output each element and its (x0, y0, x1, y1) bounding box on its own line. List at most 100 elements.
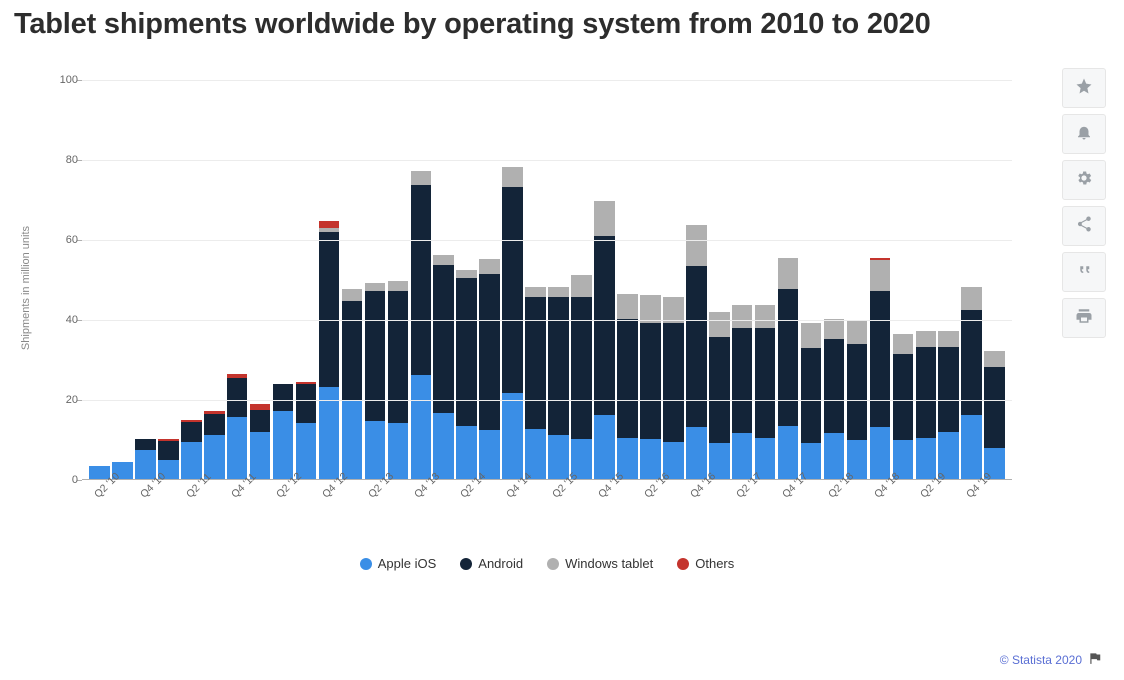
bar-column[interactable] (433, 255, 454, 479)
legend-item-apple-ios[interactable]: Apple iOS (360, 556, 437, 571)
bar-segment-android[interactable] (388, 291, 409, 423)
bar-column[interactable] (502, 167, 523, 479)
bar-segment-android[interactable] (365, 291, 386, 421)
bar-segment-windows-tablet[interactable] (617, 294, 638, 318)
bar-column[interactable] (640, 295, 661, 479)
bar-column[interactable] (571, 275, 592, 479)
bar-segment-android[interactable] (342, 301, 363, 401)
bar-column[interactable] (893, 334, 914, 479)
bar-segment-apple-ios[interactable] (456, 426, 477, 479)
bar-column[interactable] (984, 351, 1005, 479)
bar-segment-windows-tablet[interactable] (824, 319, 845, 339)
bar-column[interactable] (870, 258, 891, 479)
bar-segment-android[interactable] (525, 297, 546, 429)
bar-segment-android[interactable] (870, 291, 891, 427)
bar-segment-windows-tablet[interactable] (870, 260, 891, 291)
bar-segment-android[interactable] (640, 323, 661, 439)
bar-segment-android[interactable] (893, 354, 914, 440)
bar-column[interactable] (296, 382, 317, 479)
bar-segment-windows-tablet[interactable] (686, 225, 707, 266)
bar-segment-apple-ios[interactable] (548, 435, 569, 479)
bar-segment-apple-ios[interactable] (319, 387, 340, 479)
bar-segment-apple-ios[interactable] (250, 432, 271, 479)
bar-segment-apple-ios[interactable] (273, 411, 294, 479)
bar-segment-apple-ios[interactable] (916, 438, 937, 479)
legend-item-windows-tablet[interactable]: Windows tablet (547, 556, 653, 571)
bar-column[interactable] (135, 439, 156, 479)
bar-column[interactable] (319, 221, 340, 479)
bar-segment-apple-ios[interactable] (778, 426, 799, 479)
bar-segment-android[interactable] (686, 266, 707, 427)
legend-item-android[interactable]: Android (460, 556, 523, 571)
bar-segment-windows-tablet[interactable] (847, 321, 868, 344)
bar-column[interactable] (181, 420, 202, 479)
bar-column[interactable] (456, 270, 477, 479)
bar-segment-apple-ios[interactable] (388, 423, 409, 479)
bar-column[interactable] (525, 287, 546, 479)
bar-segment-windows-tablet[interactable] (388, 281, 409, 291)
bar-column[interactable] (204, 411, 225, 479)
bar-segment-windows-tablet[interactable] (709, 312, 730, 337)
bar-segment-windows-tablet[interactable] (732, 305, 753, 327)
bar-column[interactable] (686, 225, 707, 479)
bar-segment-android[interactable] (502, 187, 523, 393)
bar-segment-apple-ios[interactable] (824, 433, 845, 479)
bar-segment-windows-tablet[interactable] (938, 331, 959, 347)
bar-segment-apple-ios[interactable] (686, 427, 707, 479)
bar-segment-windows-tablet[interactable] (893, 334, 914, 354)
bar-segment-windows-tablet[interactable] (755, 305, 776, 327)
bar-segment-windows-tablet[interactable] (916, 331, 937, 347)
bar-column[interactable] (365, 283, 386, 479)
bar-column[interactable] (388, 281, 409, 479)
bar-column[interactable] (938, 331, 959, 479)
legend-item-others[interactable]: Others (677, 556, 734, 571)
cite-button[interactable] (1062, 252, 1106, 292)
bar-segment-android[interactable] (411, 185, 432, 375)
bar-segment-android[interactable] (778, 289, 799, 426)
bar-segment-android[interactable] (709, 337, 730, 444)
bar-column[interactable] (479, 259, 500, 479)
bar-segment-apple-ios[interactable] (296, 423, 317, 479)
bar-segment-android[interactable] (548, 297, 569, 436)
bar-segment-windows-tablet[interactable] (502, 167, 523, 187)
bar-segment-windows-tablet[interactable] (548, 287, 569, 297)
bar-segment-apple-ios[interactable] (411, 375, 432, 479)
bar-segment-android[interactable] (456, 278, 477, 426)
bar-segment-android[interactable] (158, 441, 179, 460)
bar-segment-apple-ios[interactable] (732, 433, 753, 479)
bar-segment-android[interactable] (479, 274, 500, 430)
bar-segment-android[interactable] (938, 347, 959, 432)
bar-column[interactable] (732, 305, 753, 479)
bar-segment-android[interactable] (732, 328, 753, 434)
bar-segment-android[interactable] (319, 232, 340, 388)
bar-segment-apple-ios[interactable] (135, 450, 156, 479)
bar-segment-windows-tablet[interactable] (456, 270, 477, 278)
bar-segment-android[interactable] (755, 328, 776, 438)
bar-segment-apple-ios[interactable] (961, 415, 982, 479)
flag-icon[interactable] (1088, 651, 1102, 668)
bar-segment-apple-ios[interactable] (525, 429, 546, 479)
bar-segment-android[interactable] (984, 367, 1005, 448)
bar-segment-apple-ios[interactable] (181, 442, 202, 479)
bar-segment-apple-ios[interactable] (870, 427, 891, 479)
bar-segment-windows-tablet[interactable] (571, 275, 592, 297)
bar-column[interactable] (342, 289, 363, 479)
attribution-text[interactable]: © Statista 2020 (1000, 653, 1082, 667)
bar-column[interactable] (801, 323, 822, 479)
bar-segment-android[interactable] (916, 347, 937, 438)
bar-segment-windows-tablet[interactable] (525, 287, 546, 296)
bar-column[interactable] (594, 201, 615, 479)
bar-segment-apple-ios[interactable] (594, 415, 615, 479)
bar-segment-windows-tablet[interactable] (778, 258, 799, 289)
bar-segment-windows-tablet[interactable] (801, 323, 822, 348)
bar-segment-windows-tablet[interactable] (594, 201, 615, 236)
bar-segment-android[interactable] (617, 319, 638, 438)
bar-segment-windows-tablet[interactable] (984, 351, 1005, 367)
bar-column[interactable] (250, 404, 271, 479)
bar-column[interactable] (227, 374, 248, 479)
bar-segment-apple-ios[interactable] (640, 439, 661, 479)
bar-column[interactable] (617, 294, 638, 479)
bar-column[interactable] (411, 171, 432, 479)
bar-segment-android[interactable] (204, 414, 225, 435)
bar-segment-android[interactable] (296, 384, 317, 423)
